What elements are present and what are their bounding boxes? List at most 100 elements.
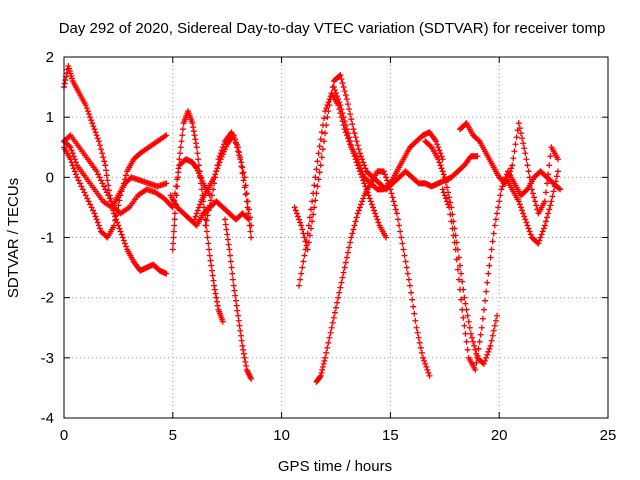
data-point [338,106,345,113]
x-tick-label: 25 [600,427,617,444]
data-point [214,165,221,172]
data-point [441,174,448,181]
data-point [342,259,349,266]
data-point [519,207,526,214]
data-point [477,331,484,338]
data-point [322,354,329,361]
data-point [197,174,204,181]
data-point [409,296,416,303]
data-point [470,338,477,345]
data-point [552,178,559,185]
data-point [163,132,170,139]
data-point [462,300,469,307]
data-point [341,118,348,125]
data-point [452,246,459,253]
data-point [322,130,329,137]
data-point [240,346,247,353]
data-point [341,264,348,271]
data-point [177,150,184,157]
data-point [321,115,328,122]
x-tick-label: 20 [491,427,508,444]
data-point [472,346,479,353]
data-point [82,102,89,109]
data-point [69,150,76,157]
data-point [89,120,96,127]
data-point [458,296,465,303]
data-point [194,150,201,157]
data-point [449,225,456,232]
data-point [231,287,238,294]
data-point [296,216,303,223]
data-point [517,204,524,211]
data-point [459,306,466,313]
data-point [438,165,445,172]
data-point [352,134,359,141]
data-point [404,270,411,277]
data-point [86,111,93,118]
data-point [120,237,127,244]
data-point [396,222,403,229]
data-point [84,195,91,202]
data-point [118,231,125,238]
data-point [117,228,124,235]
data-point [76,180,83,187]
series-pass-a [61,138,170,211]
data-point [341,88,348,95]
data-point [316,143,323,150]
data-point [353,214,360,221]
y-tick-label: -3 [41,350,54,367]
data-point [317,372,324,379]
data-point [474,153,481,160]
data-point [482,297,489,304]
data-point [340,84,347,91]
x-tick-label: 5 [169,427,177,444]
data-point [319,366,326,373]
data-point [554,156,561,163]
data-point [318,369,325,376]
data-point [511,148,518,155]
data-point [352,218,359,225]
data-point [344,130,351,137]
data-point [211,174,218,181]
data-point [356,204,363,211]
series-pass-n [422,138,501,367]
data-point [455,276,462,283]
data-point [310,190,317,197]
data-point [236,152,243,159]
data-point [171,210,178,217]
data-point [305,222,312,229]
data-point [427,143,434,150]
data-point [457,286,464,293]
data-point [523,156,530,163]
data-point [440,171,447,178]
data-point [487,254,494,261]
data-point [451,239,458,246]
data-point [85,198,92,205]
data-point [233,144,240,151]
data-point [360,195,367,202]
data-point [461,294,468,301]
data-point [189,120,196,127]
data-point [310,211,317,218]
data-point [95,222,102,229]
data-point [414,329,421,336]
data-point [423,363,430,370]
data-point [214,302,221,309]
data-point [226,246,233,253]
data-point [474,352,481,359]
data-point [450,232,457,239]
data-point [519,135,526,142]
data-point [411,310,418,317]
data-point [547,153,554,160]
data-point [311,182,318,189]
data-point [212,171,219,178]
data-point [356,168,363,175]
data-point [334,93,341,100]
data-point [299,226,306,233]
data-point [354,142,361,149]
data-point [496,198,503,205]
data-point [241,354,248,361]
data-point [243,362,250,369]
data-point [100,154,107,161]
data-point [386,183,393,190]
